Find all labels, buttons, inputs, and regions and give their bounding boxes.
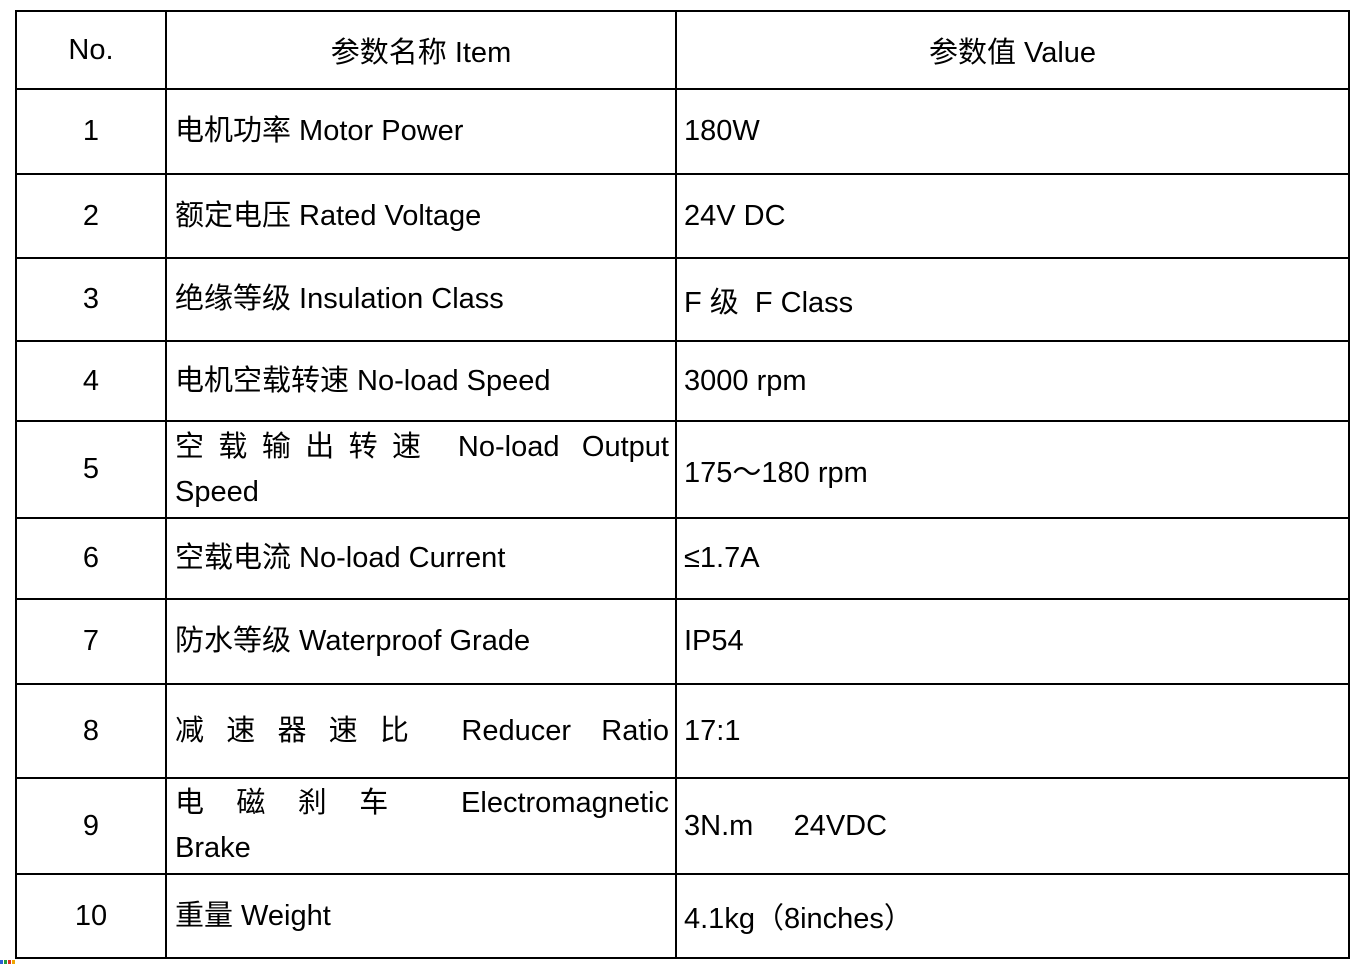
col-header-no: No. [15,10,167,90]
row-value: ≤1.7A [675,517,1350,600]
row-no: 5 [15,420,167,519]
row-value: 175～180 rpm [675,420,1350,519]
row-no: 9 [15,777,167,875]
row-value: 3N.m 24VDC [675,777,1350,875]
spec-table-container: No. 参数名称 Item 参数值 Value 1 电机功率 Motor Pow… [15,10,1350,959]
row-no: 7 [15,598,167,685]
screen-corner-artifact [0,960,15,964]
table-row: 5 空载输出转速 No-load Output Speed 175～180 rp… [15,420,1350,519]
row-no: 3 [15,257,167,342]
col-header-item: 参数名称 Item [165,10,677,90]
row-item: 空载电流 No-load Current [165,517,677,600]
row-item: 减速器速比 Reducer Ratio [165,683,677,779]
row-item: 电机功率 Motor Power [165,88,677,175]
row-no: 6 [15,517,167,600]
header-row: No. 参数名称 Item 参数值 Value [15,10,1350,90]
row-item: 防水等级 Waterproof Grade [165,598,677,685]
row-value: 3000 rpm [675,340,1350,422]
row-no: 4 [15,340,167,422]
table-row: 4 电机空载转速 No-load Speed 3000 rpm [15,340,1350,422]
row-value: 180W [675,88,1350,175]
row-value: F 级 F Class [675,257,1350,342]
table-row: 6 空载电流 No-load Current ≤1.7A [15,517,1350,600]
row-item: 电机空载转速 No-load Speed [165,340,677,422]
col-header-value: 参数值 Value [675,10,1350,90]
row-item: 电磁刹车 Electromagnetic Brake [165,777,677,875]
table-row: 2 额定电压 Rated Voltage 24V DC [15,173,1350,259]
row-value: 17:1 [675,683,1350,779]
row-value: 4.1kg（8inches） [675,873,1350,959]
row-value: 24V DC [675,173,1350,259]
table-row: 8 减速器速比 Reducer Ratio 17:1 [15,683,1350,779]
row-value: IP54 [675,598,1350,685]
row-item: 额定电压 Rated Voltage [165,173,677,259]
row-no: 10 [15,873,167,959]
row-item: 重量 Weight [165,873,677,959]
table-row: 9 电磁刹车 Electromagnetic Brake 3N.m 24VDC [15,777,1350,875]
motor-spec-table: No. 参数名称 Item 参数值 Value 1 电机功率 Motor Pow… [15,10,1350,959]
table-row: 3 绝缘等级 Insulation Class F 级 F Class [15,257,1350,342]
row-no: 2 [15,173,167,259]
table-row: 7 防水等级 Waterproof Grade IP54 [15,598,1350,685]
table-row: 1 电机功率 Motor Power 180W [15,88,1350,175]
table-row: 10 重量 Weight 4.1kg（8inches） [15,873,1350,959]
row-no: 1 [15,88,167,175]
row-item: 绝缘等级 Insulation Class [165,257,677,342]
row-no: 8 [15,683,167,779]
row-item: 空载输出转速 No-load Output Speed [165,420,677,519]
